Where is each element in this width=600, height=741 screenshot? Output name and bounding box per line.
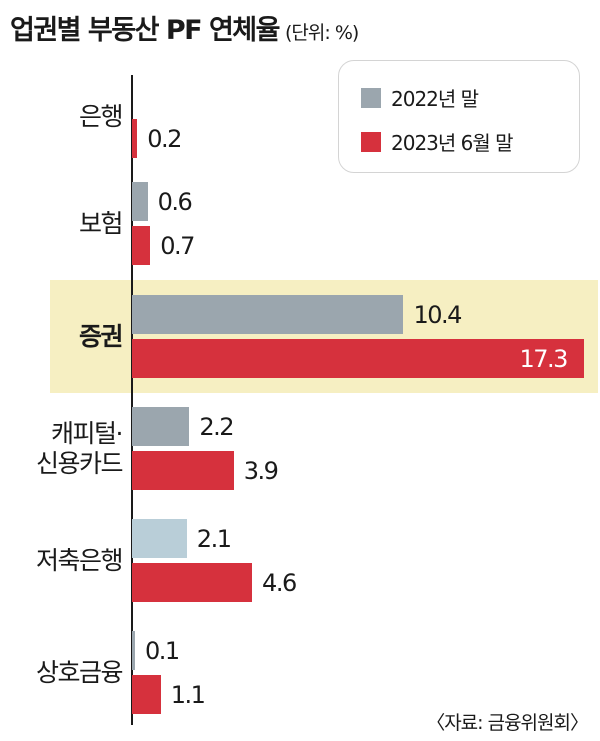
legend: 2022년 말 2023년 6월 말 [338, 60, 580, 173]
category-label: 은행 [78, 101, 124, 131]
data-label: 10.4 [413, 301, 462, 329]
category-label: 캐피털· 신용카드 [35, 418, 124, 478]
data-label: 0.7 [160, 232, 195, 260]
data-label: 2.1 [196, 525, 232, 553]
legend-item-2023: 2023년 6월 말 [361, 127, 514, 156]
category-label: 보험 [78, 208, 124, 238]
bar [132, 339, 584, 378]
data-label: 3.9 [243, 457, 279, 485]
bar [132, 675, 161, 714]
bar [132, 563, 253, 602]
bar [132, 182, 148, 221]
data-label: 17.3 [519, 345, 569, 373]
bar [132, 226, 151, 265]
data-label: 2.2 [199, 413, 234, 441]
legend-label-2022: 2022년 말 [391, 87, 479, 111]
data-label: 0.1 [145, 637, 180, 665]
unit-label: (단위: %) [285, 22, 359, 44]
data-label: 0.2 [147, 125, 182, 153]
data-label: 1.1 [170, 681, 206, 709]
bar [132, 451, 234, 490]
title-text: 업권별 부동산 PF 연체율 [10, 15, 281, 46]
category-label: 저축은행 [35, 545, 124, 575]
bar [132, 519, 187, 558]
bar [132, 295, 404, 334]
source-note: 〈자료: 금융위원회〉 [426, 712, 589, 734]
data-label: 4.6 [262, 569, 297, 597]
bar [132, 407, 190, 446]
legend-swatch-2023 [361, 131, 381, 152]
category-label: 증권 [78, 321, 124, 351]
category-label: 상호금융 [35, 657, 124, 687]
data-label: 0.6 [157, 188, 193, 216]
bar [132, 119, 138, 158]
chart-title: 업권별 부동산 PF 연체율 (단위: %) [10, 8, 359, 47]
bar [132, 631, 135, 670]
y-axis-line [131, 75, 133, 725]
legend-item-2022: 2022년 말 [361, 83, 479, 112]
legend-swatch-2022 [361, 87, 381, 108]
legend-label-2023: 2023년 6월 말 [391, 131, 514, 155]
